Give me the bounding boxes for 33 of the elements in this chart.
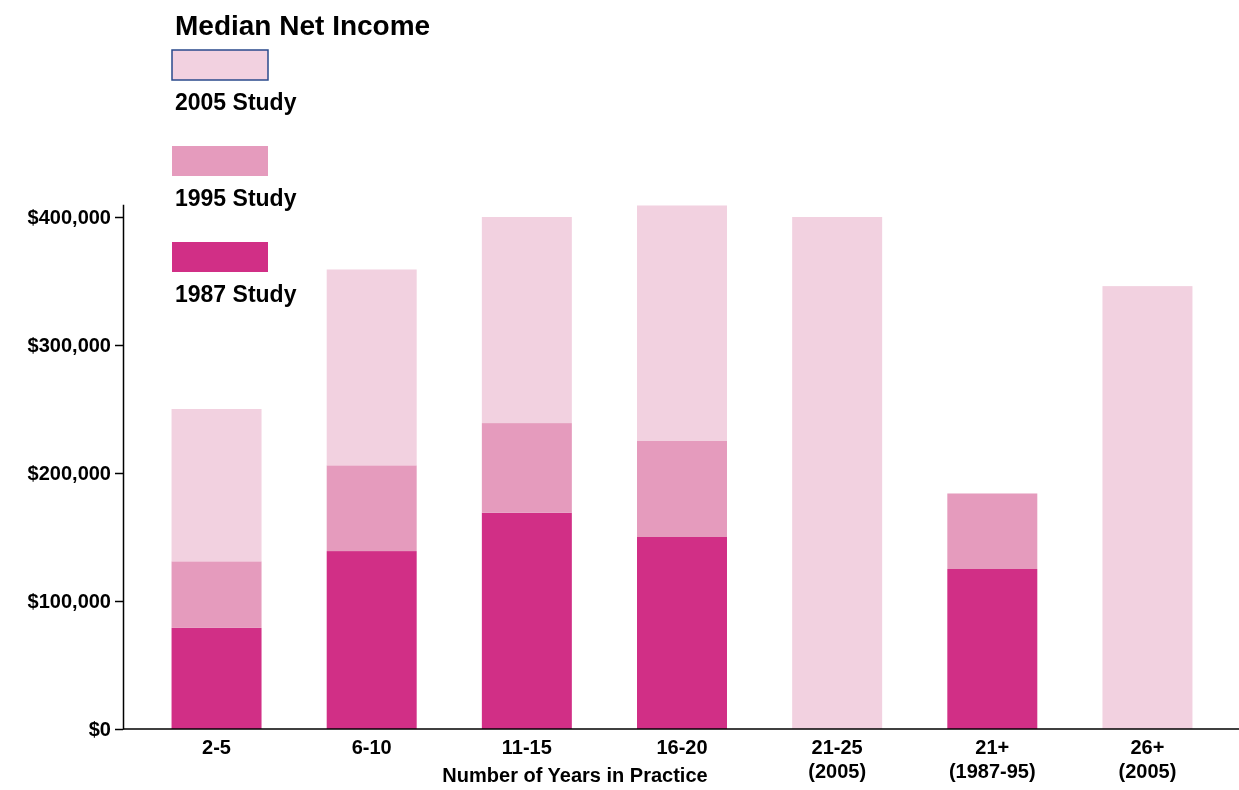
y-tick-label: $300,000 <box>27 333 111 356</box>
bar <box>637 205 727 441</box>
bar <box>947 569 1038 729</box>
y-tick-label: $0 <box>88 717 111 740</box>
bar <box>326 465 417 552</box>
x-tick-label: 26+ (2005) <box>1118 736 1177 782</box>
legend-label: 1995 Study <box>175 185 297 211</box>
bar <box>637 441 727 537</box>
y-tick-label: $100,000 <box>27 589 111 612</box>
y-tick-label: $200,000 <box>27 461 111 484</box>
bar <box>481 512 572 729</box>
legend-label: 1987 Study <box>175 281 297 307</box>
bar <box>171 627 262 729</box>
x-tick-label: 2-5 <box>202 736 231 758</box>
bar <box>171 561 262 628</box>
bar <box>326 269 417 466</box>
x-tick-label: 11-15 <box>501 736 552 758</box>
bar <box>792 217 883 729</box>
x-tick-label: 16-20 <box>656 736 708 758</box>
x-tick-label: 6-10 <box>351 736 392 758</box>
chart-title: Median Net Income <box>175 10 431 41</box>
bar <box>481 217 572 424</box>
y-tick-label: $400,000 <box>27 205 111 228</box>
bar <box>326 551 417 729</box>
bar <box>481 423 572 513</box>
bar <box>1102 286 1193 729</box>
x-tick-label: 21+ (1987-95) <box>948 736 1036 782</box>
x-axis-title: Number of Years in Practice <box>442 764 708 786</box>
legend-label: 2005 Study <box>175 89 297 115</box>
bar <box>947 493 1038 569</box>
bar <box>637 537 727 729</box>
bar <box>171 409 262 562</box>
x-tick-label: 21-25 (2005) <box>808 736 867 782</box>
